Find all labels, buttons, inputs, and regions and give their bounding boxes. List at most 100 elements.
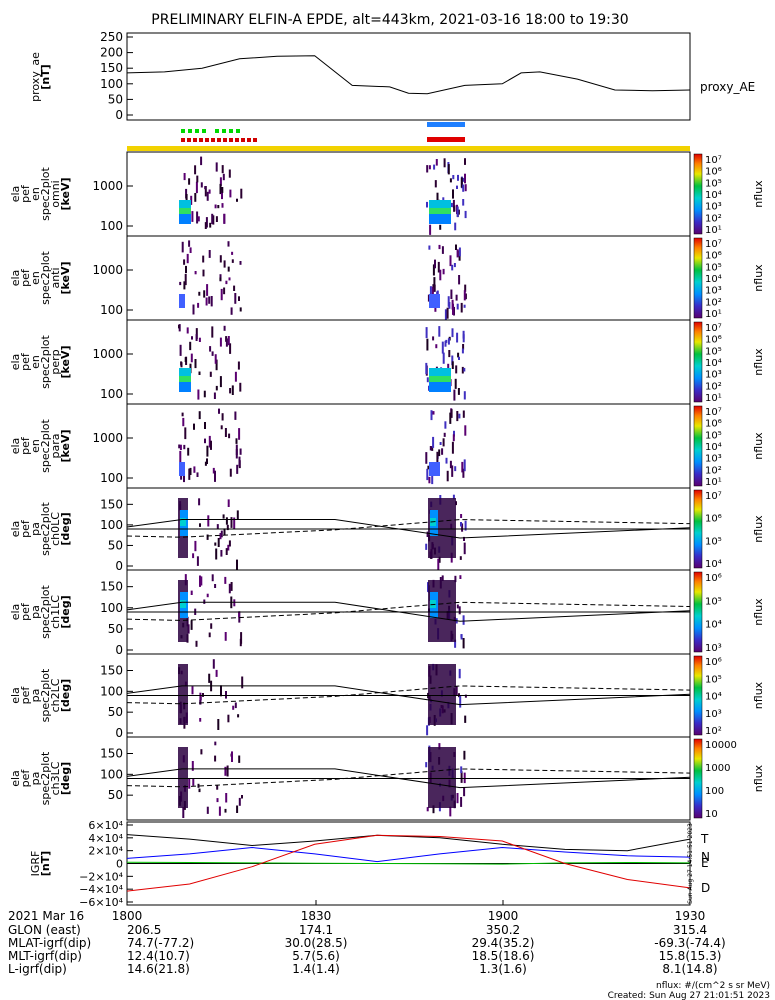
footer-time-label: 1900 xyxy=(488,909,519,923)
anti-pixel xyxy=(428,245,431,250)
ch1LC-pixel xyxy=(195,640,198,647)
ch2LC-pixel xyxy=(455,686,458,696)
omni-pixel xyxy=(196,175,199,183)
proxy-ae-right-label: proxy_AE xyxy=(700,80,755,94)
ch3LC-pixel xyxy=(214,755,217,762)
anti-pixel xyxy=(447,296,450,307)
ch2LC-pixel xyxy=(464,715,467,723)
ch3LC-pixel xyxy=(216,798,219,803)
para-pixel xyxy=(432,436,435,448)
omni-core xyxy=(429,214,451,224)
ch2LC-pixel xyxy=(212,659,215,669)
para-pixel xyxy=(180,472,183,480)
ch0LC-pixel xyxy=(426,531,429,537)
ch3LC-pixel xyxy=(238,755,241,763)
footer-layer: 2021 Mar 16 1800 1830 1900 1930 GLON (east) 20… xyxy=(8,900,770,1000)
anti-ylabel-line: spec2plot xyxy=(39,251,52,305)
perp-pixel xyxy=(184,357,187,362)
anti-colorbar xyxy=(693,237,703,319)
zone-marker-green xyxy=(202,129,206,133)
footer-row-value: 1.3(1.6) xyxy=(479,962,527,976)
perp-pixel xyxy=(456,332,459,343)
zone-marker-green xyxy=(215,129,219,133)
para-pixel xyxy=(193,423,195,430)
perp-ylabel-line: ela xyxy=(9,354,22,371)
omni-core xyxy=(429,208,451,214)
para-ylabel-line: ela xyxy=(9,438,22,455)
footer-row-value: 12.4(10.7) xyxy=(127,949,190,963)
ch1LC-pixel xyxy=(240,632,243,644)
perp-pixel xyxy=(209,371,212,377)
igrf-series-E xyxy=(126,861,691,865)
anti-pixel xyxy=(434,259,436,269)
omni-pixel xyxy=(449,178,452,183)
omni-pixel xyxy=(208,189,211,194)
omni-pixel xyxy=(194,193,197,202)
ch2LC-pixel xyxy=(199,700,202,705)
footer-row-value: 14.6(21.8) xyxy=(127,962,190,976)
igrf-series-N xyxy=(126,846,691,863)
anti-ylabel-line: ela xyxy=(9,270,22,287)
perp-pixel xyxy=(453,389,456,401)
ch3LC-core xyxy=(178,747,188,808)
para-pixel xyxy=(184,427,187,440)
anti-pixel xyxy=(219,255,222,263)
omni-cbar-label: 10⁴ xyxy=(705,190,722,201)
omni-pixel xyxy=(183,173,186,181)
perp-cbar-label: 10³ xyxy=(705,370,722,381)
para-cbar-label: 10³ xyxy=(705,454,722,465)
anti-pixel xyxy=(228,277,231,281)
anti-pixel xyxy=(441,246,444,254)
perp-pixel xyxy=(194,359,197,369)
ch1LC-cbar-label: 10⁵ xyxy=(705,596,722,607)
para-pixel xyxy=(238,456,241,467)
footer-row-value: 15.8(15.3) xyxy=(659,949,722,963)
ch1LC-pixel xyxy=(190,620,193,630)
perp-pixel xyxy=(435,344,438,349)
perp-pixel xyxy=(215,385,218,391)
para-pixel xyxy=(454,466,457,472)
ch1LC-pixel xyxy=(206,593,209,598)
ch0LC-ylabel-line: ela xyxy=(9,521,22,538)
anti-pixel xyxy=(455,294,458,301)
ch3LC-cbar-label: 10000 xyxy=(705,740,737,751)
ch3LC-pixel xyxy=(432,805,435,814)
anti-cbar-label: 10¹ xyxy=(705,309,722,320)
proxy-ae-tick-label: 100 xyxy=(100,77,123,91)
ch0LC-pixel xyxy=(230,517,233,528)
omni-pixel xyxy=(452,199,455,209)
para-pixel xyxy=(456,411,459,422)
para-ylabel-line: [keV] xyxy=(59,429,72,462)
ch2LC-tick-label: 100 xyxy=(100,684,123,698)
ch3LC-lc-curve xyxy=(126,768,691,789)
para-pixel xyxy=(426,468,429,481)
perp-pixel xyxy=(180,361,183,366)
ch3LC-ylabel-line: spec2plot xyxy=(39,751,52,805)
ch1LC-cbar-label: 10⁶ xyxy=(705,573,722,584)
para-pixel xyxy=(449,412,452,424)
ch2LC-pixel xyxy=(215,669,218,677)
anti-cbar-label: 10⁶ xyxy=(705,251,722,262)
ch2LC-pixel xyxy=(234,702,237,709)
ch2LC-pixel xyxy=(199,718,202,722)
perp-pixel xyxy=(444,340,447,347)
para-pixel xyxy=(446,470,449,482)
ch0LC-pixel xyxy=(226,524,229,531)
ch1LC-tick-label: 50 xyxy=(108,622,123,636)
ch3LC-pixel xyxy=(188,778,191,789)
para-cbar-label: 10² xyxy=(705,465,722,476)
anti-pixel xyxy=(225,280,228,285)
omni-pixel xyxy=(435,159,438,166)
anti-cbar-label: 10³ xyxy=(705,286,722,297)
anti-pixel xyxy=(233,285,236,291)
omni-pixel xyxy=(464,158,466,165)
perp-ylabel-line: spec2plot xyxy=(39,335,52,389)
omni-pixel xyxy=(194,165,197,175)
zone-marker-green xyxy=(188,129,192,133)
footer-row-value: -69.3(-74.4) xyxy=(654,936,725,950)
ch1LC-pixel xyxy=(224,576,227,584)
omni-pixel xyxy=(223,213,226,224)
omni-pixel xyxy=(447,164,450,175)
anti-tick-label: 100 xyxy=(100,303,123,317)
perp-pixel xyxy=(425,362,428,375)
